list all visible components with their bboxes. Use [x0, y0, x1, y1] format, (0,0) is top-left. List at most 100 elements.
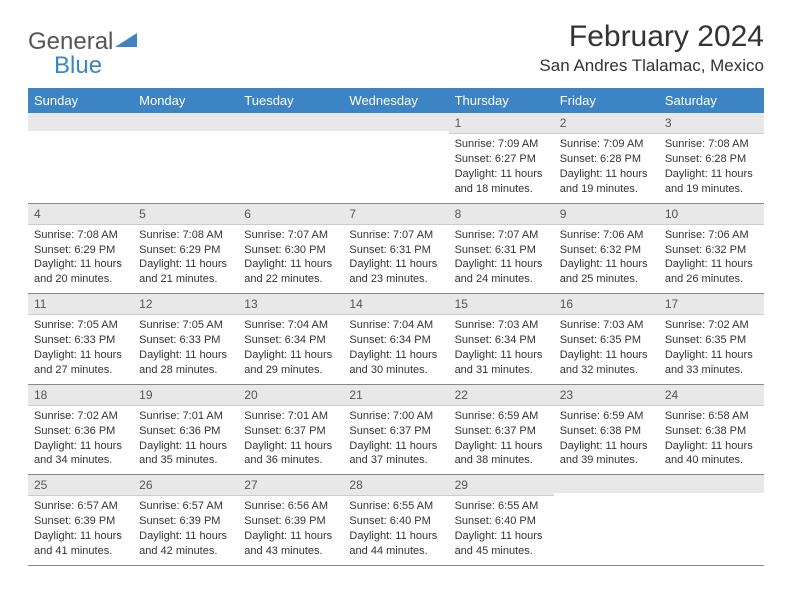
day-line: and 37 minutes. [349, 453, 442, 468]
day-line: Sunset: 6:32 PM [560, 243, 653, 258]
calendar-cell: 25Sunrise: 6:57 AMSunset: 6:39 PMDayligh… [28, 475, 133, 565]
day-line: and 19 minutes. [560, 182, 653, 197]
day-line: Daylight: 11 hours [349, 257, 442, 272]
day-line: Sunset: 6:39 PM [139, 514, 232, 529]
day-line: and 40 minutes. [665, 453, 758, 468]
day-number: 4 [28, 204, 133, 225]
calendar-cell: 2Sunrise: 7:09 AMSunset: 6:28 PMDaylight… [554, 113, 659, 203]
calendar-body: 1Sunrise: 7:09 AMSunset: 6:27 PMDaylight… [28, 113, 764, 566]
day-content: Sunrise: 7:09 AMSunset: 6:28 PMDaylight:… [554, 134, 659, 202]
day-line: Sunrise: 7:08 AM [34, 228, 127, 243]
day-line: and 30 minutes. [349, 363, 442, 378]
day-line: and 38 minutes. [455, 453, 548, 468]
calendar-cell: 24Sunrise: 6:58 AMSunset: 6:38 PMDayligh… [659, 385, 764, 475]
calendar-row: 11Sunrise: 7:05 AMSunset: 6:33 PMDayligh… [28, 294, 764, 385]
calendar-cell [659, 475, 764, 565]
day-line: and 41 minutes. [34, 544, 127, 559]
day-number: 8 [449, 204, 554, 225]
day-line: Sunrise: 7:08 AM [139, 228, 232, 243]
calendar-cell: 18Sunrise: 7:02 AMSunset: 6:36 PMDayligh… [28, 385, 133, 475]
calendar: SundayMondayTuesdayWednesdayThursdayFrid… [28, 88, 764, 566]
day-line: Daylight: 11 hours [455, 257, 548, 272]
day-number: 17 [659, 294, 764, 315]
day-line: Daylight: 11 hours [455, 529, 548, 544]
day-number: 22 [449, 385, 554, 406]
day-line: Sunrise: 7:08 AM [665, 137, 758, 152]
calendar-cell: 13Sunrise: 7:04 AMSunset: 6:34 PMDayligh… [238, 294, 343, 384]
day-content: Sunrise: 7:07 AMSunset: 6:31 PMDaylight:… [449, 225, 554, 293]
day-line: Daylight: 11 hours [244, 439, 337, 454]
calendar-cell [343, 113, 448, 203]
day-line: Daylight: 11 hours [139, 529, 232, 544]
day-line: Sunset: 6:34 PM [349, 333, 442, 348]
day-line: Sunset: 6:29 PM [34, 243, 127, 258]
day-line: Daylight: 11 hours [139, 439, 232, 454]
day-line: Daylight: 11 hours [560, 167, 653, 182]
day-line: Sunset: 6:35 PM [560, 333, 653, 348]
day-line: and 45 minutes. [455, 544, 548, 559]
day-line: and 39 minutes. [560, 453, 653, 468]
day-number: 14 [343, 294, 448, 315]
day-content: Sunrise: 6:57 AMSunset: 6:39 PMDaylight:… [28, 496, 133, 564]
month-title: February 2024 [539, 20, 764, 54]
day-content: Sunrise: 6:55 AMSunset: 6:40 PMDaylight:… [449, 496, 554, 564]
logo-blue-row: Blue [54, 52, 102, 80]
day-line: Sunrise: 7:01 AM [244, 409, 337, 424]
day-line: Sunset: 6:27 PM [455, 152, 548, 167]
weekday-header: Wednesday [343, 88, 448, 113]
day-content: Sunrise: 6:59 AMSunset: 6:38 PMDaylight:… [554, 406, 659, 474]
day-line: Sunrise: 7:01 AM [139, 409, 232, 424]
day-line: Sunrise: 7:04 AM [349, 318, 442, 333]
calendar-cell: 27Sunrise: 6:56 AMSunset: 6:39 PMDayligh… [238, 475, 343, 565]
day-number: 29 [449, 475, 554, 496]
day-line: and 36 minutes. [244, 453, 337, 468]
calendar-row: 4Sunrise: 7:08 AMSunset: 6:29 PMDaylight… [28, 204, 764, 295]
day-number: 16 [554, 294, 659, 315]
day-line: Sunset: 6:40 PM [455, 514, 548, 529]
day-line: Sunset: 6:38 PM [560, 424, 653, 439]
day-line: Daylight: 11 hours [244, 529, 337, 544]
day-line: Daylight: 11 hours [349, 439, 442, 454]
day-number: 25 [28, 475, 133, 496]
day-content: Sunrise: 7:07 AMSunset: 6:30 PMDaylight:… [238, 225, 343, 293]
day-content: Sunrise: 6:57 AMSunset: 6:39 PMDaylight:… [133, 496, 238, 564]
day-line: and 29 minutes. [244, 363, 337, 378]
day-number: 7 [343, 204, 448, 225]
day-line: Sunrise: 7:03 AM [455, 318, 548, 333]
calendar-cell: 3Sunrise: 7:08 AMSunset: 6:28 PMDaylight… [659, 113, 764, 203]
day-line: Sunrise: 7:00 AM [349, 409, 442, 424]
day-line: Sunset: 6:38 PM [665, 424, 758, 439]
day-line: Daylight: 11 hours [139, 348, 232, 363]
day-content: Sunrise: 7:03 AMSunset: 6:35 PMDaylight:… [554, 315, 659, 383]
day-line: Sunrise: 6:55 AM [349, 499, 442, 514]
day-line: Sunrise: 6:59 AM [455, 409, 548, 424]
day-line: Sunrise: 7:09 AM [455, 137, 548, 152]
day-line: Sunset: 6:31 PM [455, 243, 548, 258]
day-line: Sunset: 6:35 PM [665, 333, 758, 348]
day-line: Daylight: 11 hours [665, 439, 758, 454]
day-content: Sunrise: 7:00 AMSunset: 6:37 PMDaylight:… [343, 406, 448, 474]
location: San Andres Tlalamac, Mexico [539, 56, 764, 76]
day-line: and 20 minutes. [34, 272, 127, 287]
day-number: 12 [133, 294, 238, 315]
day-content: Sunrise: 7:07 AMSunset: 6:31 PMDaylight:… [343, 225, 448, 293]
calendar-cell: 19Sunrise: 7:01 AMSunset: 6:36 PMDayligh… [133, 385, 238, 475]
day-line: Daylight: 11 hours [349, 348, 442, 363]
day-line: Sunrise: 7:07 AM [349, 228, 442, 243]
day-line: Sunset: 6:33 PM [34, 333, 127, 348]
calendar-cell: 22Sunrise: 6:59 AMSunset: 6:37 PMDayligh… [449, 385, 554, 475]
day-content: Sunrise: 7:04 AMSunset: 6:34 PMDaylight:… [343, 315, 448, 383]
calendar-cell: 6Sunrise: 7:07 AMSunset: 6:30 PMDaylight… [238, 204, 343, 294]
day-content: Sunrise: 7:09 AMSunset: 6:27 PMDaylight:… [449, 134, 554, 202]
day-line: Daylight: 11 hours [34, 348, 127, 363]
day-line: Sunrise: 7:07 AM [244, 228, 337, 243]
day-line: Sunrise: 7:05 AM [139, 318, 232, 333]
day-line: Daylight: 11 hours [244, 348, 337, 363]
day-line: and 42 minutes. [139, 544, 232, 559]
day-line: Sunset: 6:30 PM [244, 243, 337, 258]
day-line: Daylight: 11 hours [34, 529, 127, 544]
calendar-cell: 8Sunrise: 7:07 AMSunset: 6:31 PMDaylight… [449, 204, 554, 294]
day-line: Sunrise: 6:59 AM [560, 409, 653, 424]
day-line: Sunset: 6:37 PM [349, 424, 442, 439]
day-line: Sunset: 6:39 PM [244, 514, 337, 529]
